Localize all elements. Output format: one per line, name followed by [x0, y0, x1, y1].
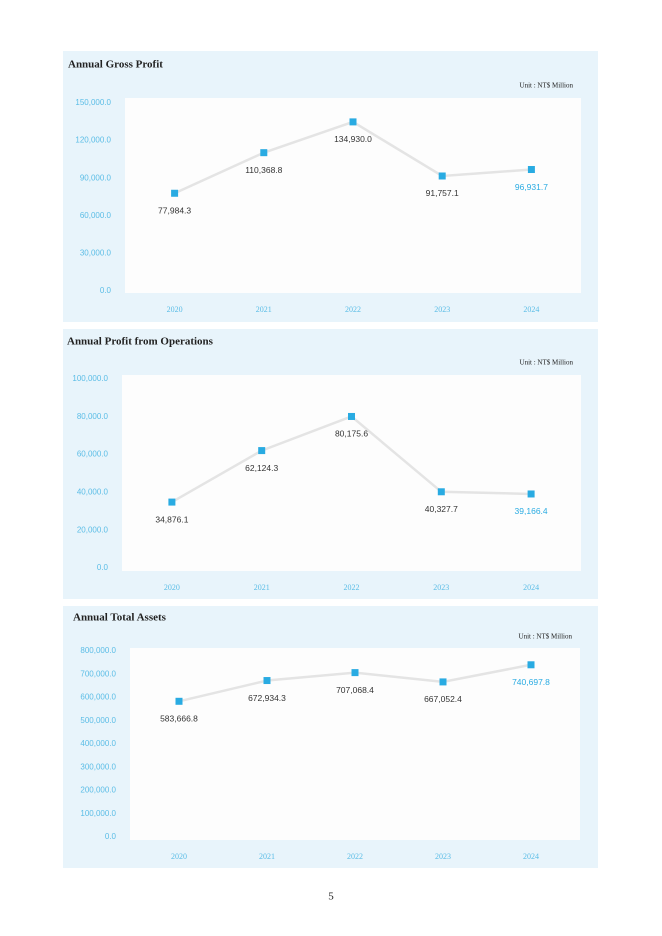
value-label: 40,327.7 [425, 504, 458, 514]
x-tick-label: 2024 [523, 583, 539, 592]
y-tick-label: 300,000.0 [80, 762, 116, 771]
value-label: 80,175.6 [335, 429, 368, 439]
data-point [171, 189, 179, 197]
y-tick-label: 120,000.0 [75, 136, 111, 145]
unit-label: Unit : NT$ Million [520, 82, 574, 90]
unit-label: Unit : NT$ Million [520, 359, 574, 367]
value-label: 707,068.4 [336, 685, 374, 695]
y-tick-label: 30,000.0 [80, 249, 112, 258]
x-tick-label: 2020 [171, 852, 187, 861]
value-label: 62,124.3 [245, 463, 278, 473]
data-point [437, 488, 445, 496]
x-tick-label: 2023 [434, 305, 450, 314]
value-label: 110,368.8 [245, 165, 282, 175]
value-label: 91,757.1 [426, 188, 459, 198]
y-tick-label: 400,000.0 [80, 739, 116, 748]
x-tick-label: 2020 [164, 583, 180, 592]
data-point [349, 118, 357, 126]
value-label: 39,166.4 [515, 506, 548, 516]
plot-area [125, 98, 581, 293]
data-point [351, 669, 359, 677]
x-tick-label: 2021 [259, 852, 275, 861]
x-tick-label: 2021 [254, 583, 270, 592]
y-tick-label: 600,000.0 [80, 693, 116, 702]
chart-title: Annual Profit from Operations [67, 336, 214, 348]
plot-area [130, 648, 580, 840]
plot-area [122, 375, 581, 571]
x-tick-label: 2024 [523, 852, 539, 861]
y-tick-label: 700,000.0 [80, 669, 116, 678]
y-tick-label: 800,000.0 [80, 646, 116, 655]
data-point [175, 697, 183, 705]
x-tick-label: 2023 [433, 583, 449, 592]
data-point [260, 149, 268, 157]
value-label: 134,930.0 [334, 134, 372, 144]
value-label: 740,697.8 [512, 677, 550, 687]
y-tick-label: 100,000.0 [72, 374, 108, 383]
y-tick-label: 20,000.0 [77, 525, 109, 534]
y-tick-label: 0.0 [105, 832, 117, 841]
x-tick-label: 2020 [167, 305, 183, 314]
chart-title: Annual Gross Profit [68, 59, 163, 71]
chart-title: Annual Total Assets [73, 612, 167, 624]
data-point [168, 498, 176, 506]
x-tick-label: 2023 [435, 852, 451, 861]
x-tick-label: 2022 [345, 305, 361, 314]
page-number: 5 [328, 891, 334, 903]
value-label: 672,934.3 [248, 693, 286, 703]
y-tick-label: 0.0 [97, 563, 109, 572]
value-label: 667,052.4 [424, 694, 462, 704]
data-point [527, 166, 535, 174]
data-point [439, 678, 447, 686]
y-tick-label: 40,000.0 [77, 488, 109, 497]
y-tick-label: 90,000.0 [80, 173, 112, 182]
y-tick-label: 500,000.0 [80, 716, 116, 725]
y-tick-label: 100,000.0 [80, 809, 116, 818]
y-tick-label: 0.0 [100, 286, 112, 295]
y-tick-label: 60,000.0 [77, 450, 109, 459]
x-tick-label: 2022 [347, 852, 363, 861]
data-point [527, 490, 535, 498]
x-tick-label: 2024 [523, 305, 539, 314]
data-point [263, 677, 271, 685]
unit-label: Unit : NT$ Million [519, 633, 573, 641]
y-tick-label: 80,000.0 [77, 412, 109, 421]
value-label: 583,666.8 [160, 714, 198, 724]
data-point [527, 661, 535, 669]
y-tick-label: 200,000.0 [80, 786, 116, 795]
value-label: 77,984.3 [158, 206, 191, 216]
y-tick-label: 150,000.0 [75, 98, 111, 107]
value-label: 34,876.1 [155, 514, 188, 524]
data-point [348, 412, 355, 420]
x-tick-label: 2021 [256, 305, 272, 314]
data-point [438, 172, 446, 180]
y-tick-label: 60,000.0 [80, 211, 112, 220]
value-label: 96,931.7 [515, 182, 548, 192]
data-point [258, 447, 266, 455]
x-tick-label: 2022 [344, 583, 360, 592]
